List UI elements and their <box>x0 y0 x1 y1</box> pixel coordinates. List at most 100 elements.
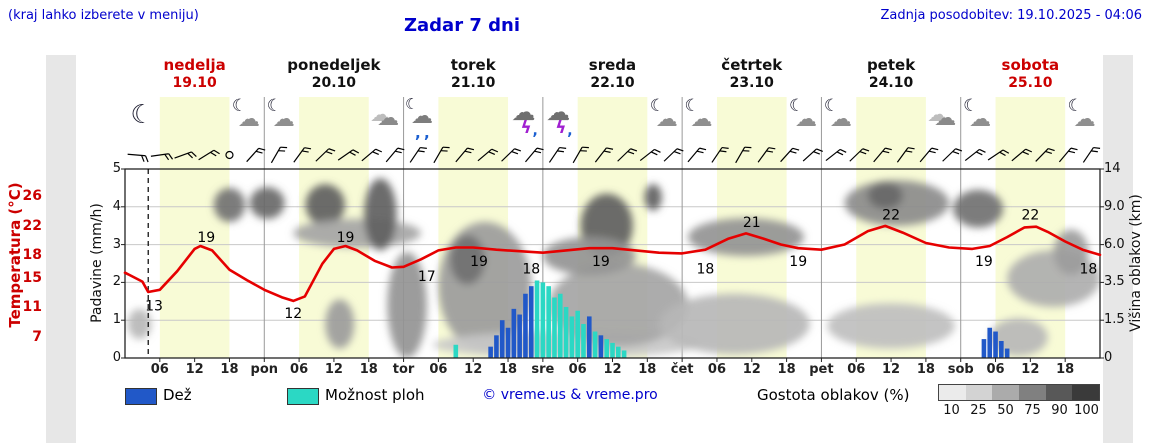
svg-text:19: 19 <box>337 230 355 246</box>
x-axis-label: 18 <box>1056 362 1075 377</box>
precipitation-bars <box>453 280 1010 358</box>
x-axis-label: 06 <box>568 362 587 377</box>
temperature-value-labels: 13 19 12 19 17 19 18 19 18 21 19 22 19 22 18 <box>145 208 1097 322</box>
temperature-tick-label: 11 <box>22 299 42 316</box>
day-name: sreda <box>588 56 637 74</box>
axis-ticks <box>121 168 1104 362</box>
cloud-height-tick-label: 6.0 <box>1104 236 1125 252</box>
svg-text:17: 17 <box>418 269 436 285</box>
x-axis-label: sob <box>947 362 974 377</box>
x-axis-label: 06 <box>707 362 726 377</box>
svg-text:12: 12 <box>284 306 302 322</box>
x-axis-label: 18 <box>359 362 378 377</box>
x-axis-label: 12 <box>185 362 204 377</box>
moon-cloud-icon: ☾ ☁ <box>823 96 852 132</box>
moon-rain-icon: ☾ ☁,, <box>404 95 433 142</box>
moon-cloud-icon: ☾ ☁ <box>649 96 678 132</box>
cloud-scale-segment <box>1045 385 1073 400</box>
x-axis-label: 18 <box>638 362 657 377</box>
x-axis-label: 06 <box>290 362 309 377</box>
cloud-scale-value: 75 <box>1024 403 1041 418</box>
svg-text:19: 19 <box>975 254 993 270</box>
temperature-tick-label: 22 <box>22 217 42 234</box>
day-name: ponedeljek <box>287 56 381 74</box>
x-axis-label: 12 <box>1021 362 1040 377</box>
x-axis-label: 12 <box>742 362 761 377</box>
storm-icon: ☁ ϟ, <box>546 98 573 139</box>
day-name: sobota <box>1001 56 1060 74</box>
precip-tick-label: 3 <box>112 236 121 252</box>
cloud-height-tick-label: 1.5 <box>1104 312 1125 328</box>
day-date: 23.10 <box>729 75 774 91</box>
cloud-scale-value: 25 <box>970 403 987 418</box>
cloud-height-tick-label: 9.0 <box>1104 198 1125 214</box>
x-axis-label: 12 <box>324 362 343 377</box>
x-axis-label: tor <box>392 362 415 377</box>
moon-cloud-icon: ☾ ☁ <box>684 96 713 132</box>
svg-text:22: 22 <box>882 208 900 224</box>
day-name: petek <box>866 56 916 74</box>
x-axis-label: 06 <box>986 362 1005 377</box>
cloud-scale-segment <box>992 385 1020 400</box>
x-axis-label: 12 <box>882 362 901 377</box>
day-name: četrtek <box>721 56 783 74</box>
day-date: 21.10 <box>451 75 496 91</box>
svg-text:22: 22 <box>1021 208 1039 224</box>
moon-cloud-icon: ☾ ☁ <box>1067 96 1096 132</box>
moon-cloud-icon: ☾ ☁ <box>231 96 260 132</box>
svg-text:19: 19 <box>197 230 215 246</box>
cloud-scale-segment <box>1019 385 1046 400</box>
moon-cloud-icon: ☾ ☁ <box>266 96 295 132</box>
svg-text:18: 18 <box>696 261 714 277</box>
day-date: 24.10 <box>868 75 914 91</box>
temperature-tick-label: 7 <box>32 329 42 345</box>
day-date: 22.10 <box>590 75 635 91</box>
temperature-tick-label: 26 <box>22 188 42 204</box>
storm-icon: ☁ ϟ, <box>511 98 538 139</box>
menu-hint: (kraj lahko izberete v meniju) <box>8 8 199 23</box>
x-axis-label: čet <box>670 362 694 377</box>
x-axis-label: 18 <box>220 362 239 377</box>
svg-text:18: 18 <box>522 261 540 277</box>
x-axis-label: 18 <box>916 362 935 377</box>
cloud-scale-segment <box>939 385 966 400</box>
svg-text:18: 18 <box>1079 261 1097 277</box>
x-axis-label: 12 <box>603 362 622 377</box>
cloud-scale-segment <box>1072 385 1100 400</box>
last-update: Zadnja posodobitev: 19.10.2025 - 04:06 <box>880 8 1142 23</box>
svg-text:19: 19 <box>789 254 807 270</box>
x-axis-label: 18 <box>498 362 518 377</box>
precip-tick-label: 0 <box>112 350 121 365</box>
site-credit-link[interactable]: © vreme.us & vreme.pro <box>482 387 658 403</box>
rain-legend-swatch <box>125 388 157 405</box>
day-date: 25.10 <box>1008 75 1053 91</box>
cloud-icon: ☁ ☁ <box>370 102 400 131</box>
svg-text:19: 19 <box>592 254 610 270</box>
precip-tick-label: 5 <box>112 161 121 176</box>
temperature-tick-label: 15 <box>22 269 42 286</box>
cloud-height-tick-label: 14 <box>1104 161 1121 176</box>
cloud-scale-value: 50 <box>997 403 1014 418</box>
x-axis-label: 06 <box>847 362 866 377</box>
cloud-density-scale <box>938 384 1100 401</box>
x-axis-label: pon <box>250 362 279 377</box>
x-axis-label: 12 <box>464 362 483 377</box>
temperature-axis-title: Temperatura (°C) <box>6 182 24 328</box>
moon-cloud-icon: ☾ ☁ <box>789 96 818 132</box>
cloud-density-label: Gostota oblakov (%) <box>757 386 910 404</box>
temperature-tick-label: 18 <box>22 247 42 264</box>
svg-text:19: 19 <box>470 254 488 270</box>
day-date: 19.10 <box>172 75 217 91</box>
cloud-scale-value: 10 <box>943 403 960 418</box>
cloud-icon: ☁ ☁ <box>927 102 957 131</box>
moon-cloud-icon: ☾ ☁ <box>963 96 992 132</box>
cloud-cover-layer <box>127 178 1100 358</box>
precip-tick-label: 1 <box>112 312 121 328</box>
cloud-scale-segment <box>965 385 993 400</box>
cloud-height-tick-label: 0 <box>1104 350 1113 365</box>
precip-tick-label: 4 <box>112 198 121 214</box>
temperature-line <box>123 224 1102 303</box>
cloud-scale-value: 100 <box>1074 403 1099 418</box>
